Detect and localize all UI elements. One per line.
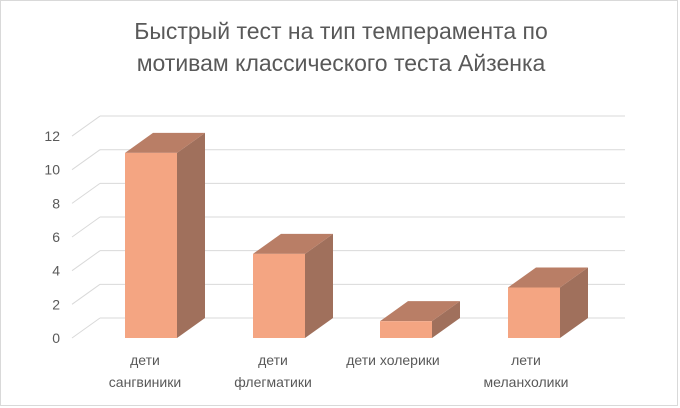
bar [253,253,305,338]
x-category-label: лети меланхолики [484,352,569,390]
chart-title: Быстрый тест на тип темперамента по моти… [41,15,641,79]
gridline-wall [71,250,101,272]
gridline-wall [71,317,101,339]
y-tick-label: 4 [52,263,60,279]
bar-side [432,301,460,338]
x-category-label: дети холерики [346,352,439,368]
y-tick-label: 2 [52,296,60,312]
x-category-label: дети флегматики [234,352,312,390]
bar-top [508,267,588,288]
y-tick-label: 12 [44,128,60,144]
bar-top [125,132,205,153]
gridline-wall [71,216,101,238]
chart-title-line-1: Быстрый тест на тип темперамента по [134,18,548,44]
bar-side [305,233,333,338]
y-tick-label: 8 [52,195,60,211]
gridline-wall [71,115,101,137]
bar-side [177,132,205,338]
gridline-wall [71,182,101,204]
gridline-wall [71,283,101,305]
bar-top [380,301,460,322]
y-tick-label: 6 [52,229,60,245]
bar-top [253,233,333,254]
bar [380,321,432,338]
y-tick-label: 10 [44,162,60,178]
gridline-wall [71,149,101,171]
bar-side [560,267,588,338]
y-tick-label: 0 [52,330,60,346]
chart-title-line-2: мотивам классического теста Айзенка [136,50,546,76]
bar [508,287,560,338]
x-category-label: дети сангвиники [109,352,181,390]
bar [125,152,177,338]
